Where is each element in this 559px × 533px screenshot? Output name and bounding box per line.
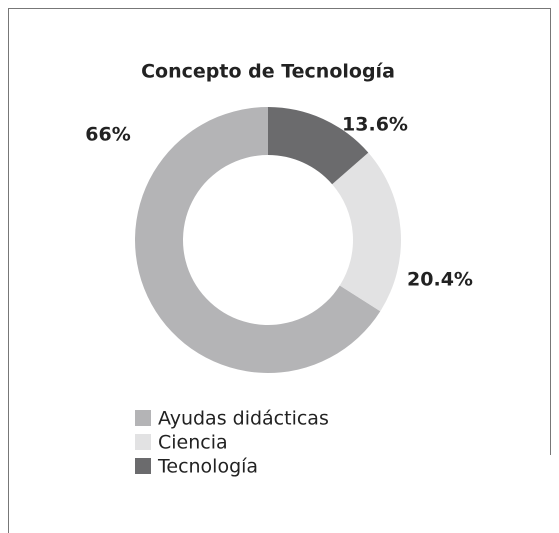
legend-swatch	[135, 434, 151, 450]
value-label: 20.4%	[407, 269, 473, 291]
legend-label: Ayudas didácticas	[158, 408, 329, 430]
chart-title: Concepto de Tecnología	[141, 61, 395, 83]
frame	[8, 8, 551, 533]
legend-swatch	[135, 410, 151, 426]
value-label: 66%	[85, 124, 130, 146]
value-label: 13.6%	[342, 114, 408, 136]
legend-label: Tecnología	[157, 456, 258, 478]
donut-slice	[332, 152, 401, 312]
legend-label: Ciencia	[158, 432, 228, 454]
donut-slice	[268, 107, 369, 185]
donut-slice	[135, 107, 381, 374]
legend-swatch	[135, 458, 151, 474]
